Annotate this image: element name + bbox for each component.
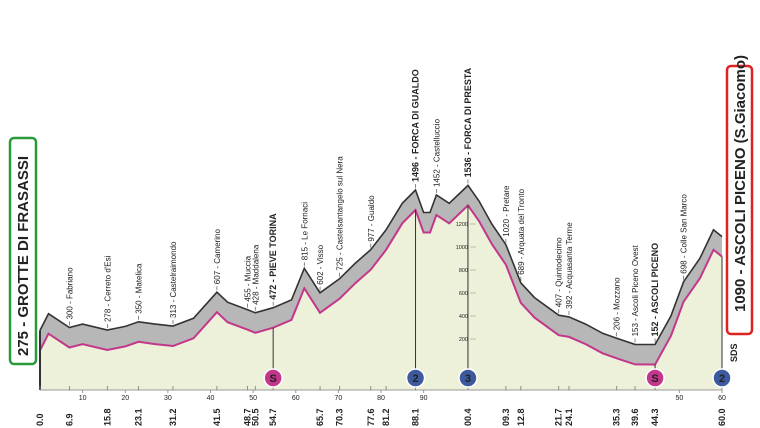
- waypoint-label: 472 - PIEVE TORINA: [268, 213, 278, 300]
- x-tick-label: 50: [249, 395, 257, 402]
- x-tick-label: 30: [164, 395, 172, 402]
- marker-label: S: [269, 373, 276, 385]
- waypoint-label: 392 - Acquasanta Terme: [565, 222, 574, 309]
- waypoint-label: 698 - Colle San Marco: [680, 194, 689, 274]
- distance-label: 31.2: [168, 408, 178, 426]
- waypoint-label: 455 - Muccia: [244, 255, 253, 301]
- distance-label: 21.7: [554, 408, 564, 426]
- marker: [405, 368, 426, 388]
- distance-label: 6.9: [64, 413, 74, 426]
- x-tick-label: 50: [675, 395, 683, 402]
- waypoint-label: 1536 - FORCA DI PRESTA: [463, 67, 473, 177]
- x-tick-label: 20: [121, 395, 129, 402]
- distance-label: 39.6: [630, 408, 640, 426]
- x-tick-label: 10: [79, 395, 87, 402]
- distance-label: 81.2: [381, 408, 391, 426]
- x-tick-label: 80: [377, 395, 385, 402]
- waypoint-label: 278 - Cerreto d'Esi: [103, 255, 112, 322]
- distance-label: 60.0: [717, 408, 727, 426]
- y-tick-label: 1200: [456, 222, 468, 228]
- waypoint-label: 689 - Arquata del Tronto: [517, 188, 526, 274]
- x-tick-label: 70: [334, 395, 342, 402]
- waypoint-label: 313 - Castelraimondo: [169, 241, 178, 318]
- start-box: [8, 136, 38, 366]
- finish-label: 1090 - ASCOLI PICENO (S.Giacomo): [732, 55, 749, 312]
- distance-label: 12.8: [516, 408, 526, 426]
- y-tick-label: 200: [459, 337, 468, 343]
- y-tick-label: 800: [459, 268, 468, 274]
- waypoint-label: 300 - Fabriano: [65, 267, 74, 320]
- profile-band: [40, 185, 722, 365]
- profile-base: [40, 205, 722, 390]
- distance-label: 77.6: [366, 408, 376, 426]
- marker: [458, 368, 478, 388]
- marker: [712, 368, 732, 388]
- distance-label: 41.5: [212, 408, 222, 426]
- distance-label: 24.1: [564, 408, 574, 426]
- marker-label: 2: [719, 373, 725, 385]
- distance-label: 00.4: [463, 408, 473, 426]
- distance-label: 88.1: [411, 408, 421, 426]
- distance-label: 15.8: [102, 408, 112, 426]
- note: SDS: [729, 343, 739, 362]
- waypoint-label: 350 - Matelica: [134, 263, 143, 314]
- distance-label: 44.3: [650, 408, 660, 426]
- waypoint-label: 407 - Quintodecimo: [555, 237, 564, 307]
- y-tick-label: 1000: [456, 245, 468, 251]
- waypoint-label: 725 - Castelsantangelo sul Nera: [336, 156, 345, 271]
- x-tick-label: 60: [718, 395, 726, 402]
- marker-label: 2: [412, 373, 418, 385]
- marker-label: 3: [465, 373, 471, 385]
- waypoint-label: 815 - Le Fornaci: [300, 202, 309, 260]
- profile-line: [39, 184, 723, 346]
- marker: [263, 368, 283, 388]
- distance-label: 23.1: [133, 408, 143, 426]
- y-tick-label: 400: [459, 314, 468, 320]
- distance-label: 48.7: [243, 408, 253, 426]
- waypoint-label: 1020 - Pretare: [502, 185, 511, 237]
- distance-label: 54.7: [268, 408, 278, 426]
- distance-label: 09.3: [501, 408, 511, 426]
- distance-label: 65.7: [315, 408, 325, 426]
- distance-label: 35.3: [612, 408, 622, 426]
- x-tick-label: 60: [292, 395, 300, 402]
- waypoint-label: 428 - Maddalena: [251, 244, 260, 305]
- waypoint-label: 602 - Visso: [316, 244, 325, 284]
- marker: [645, 368, 665, 388]
- waypoint-label: 1452 - Castelluccio: [432, 118, 441, 187]
- y-tick-label: 600: [459, 291, 468, 297]
- waypoint-label: 206 - Mozzano: [613, 277, 622, 330]
- x-tick-label: 40: [207, 395, 215, 402]
- start-label: 275 - GROTTE DI FRASASSI: [15, 156, 32, 356]
- x-tick-label: 90: [420, 395, 428, 402]
- profile-edge: [39, 203, 723, 366]
- marker-label: S: [651, 373, 658, 385]
- waypoint-label: 1496 - FORCA DI GUALDO: [411, 69, 421, 182]
- distance-label: 50.5: [250, 408, 260, 426]
- waypoint-label: 153 - Ascoli Piceno Ovest: [631, 244, 640, 336]
- distance-label: 70.3: [335, 408, 345, 426]
- finish-box: [725, 64, 754, 336]
- waypoint-label: 152 - ASCOLI PICENO: [650, 243, 660, 337]
- waypoint-label: 607 - Camerino: [213, 229, 222, 285]
- distance-label: 0.0: [35, 413, 45, 426]
- waypoint-label: 977 - Gualdo: [367, 195, 376, 242]
